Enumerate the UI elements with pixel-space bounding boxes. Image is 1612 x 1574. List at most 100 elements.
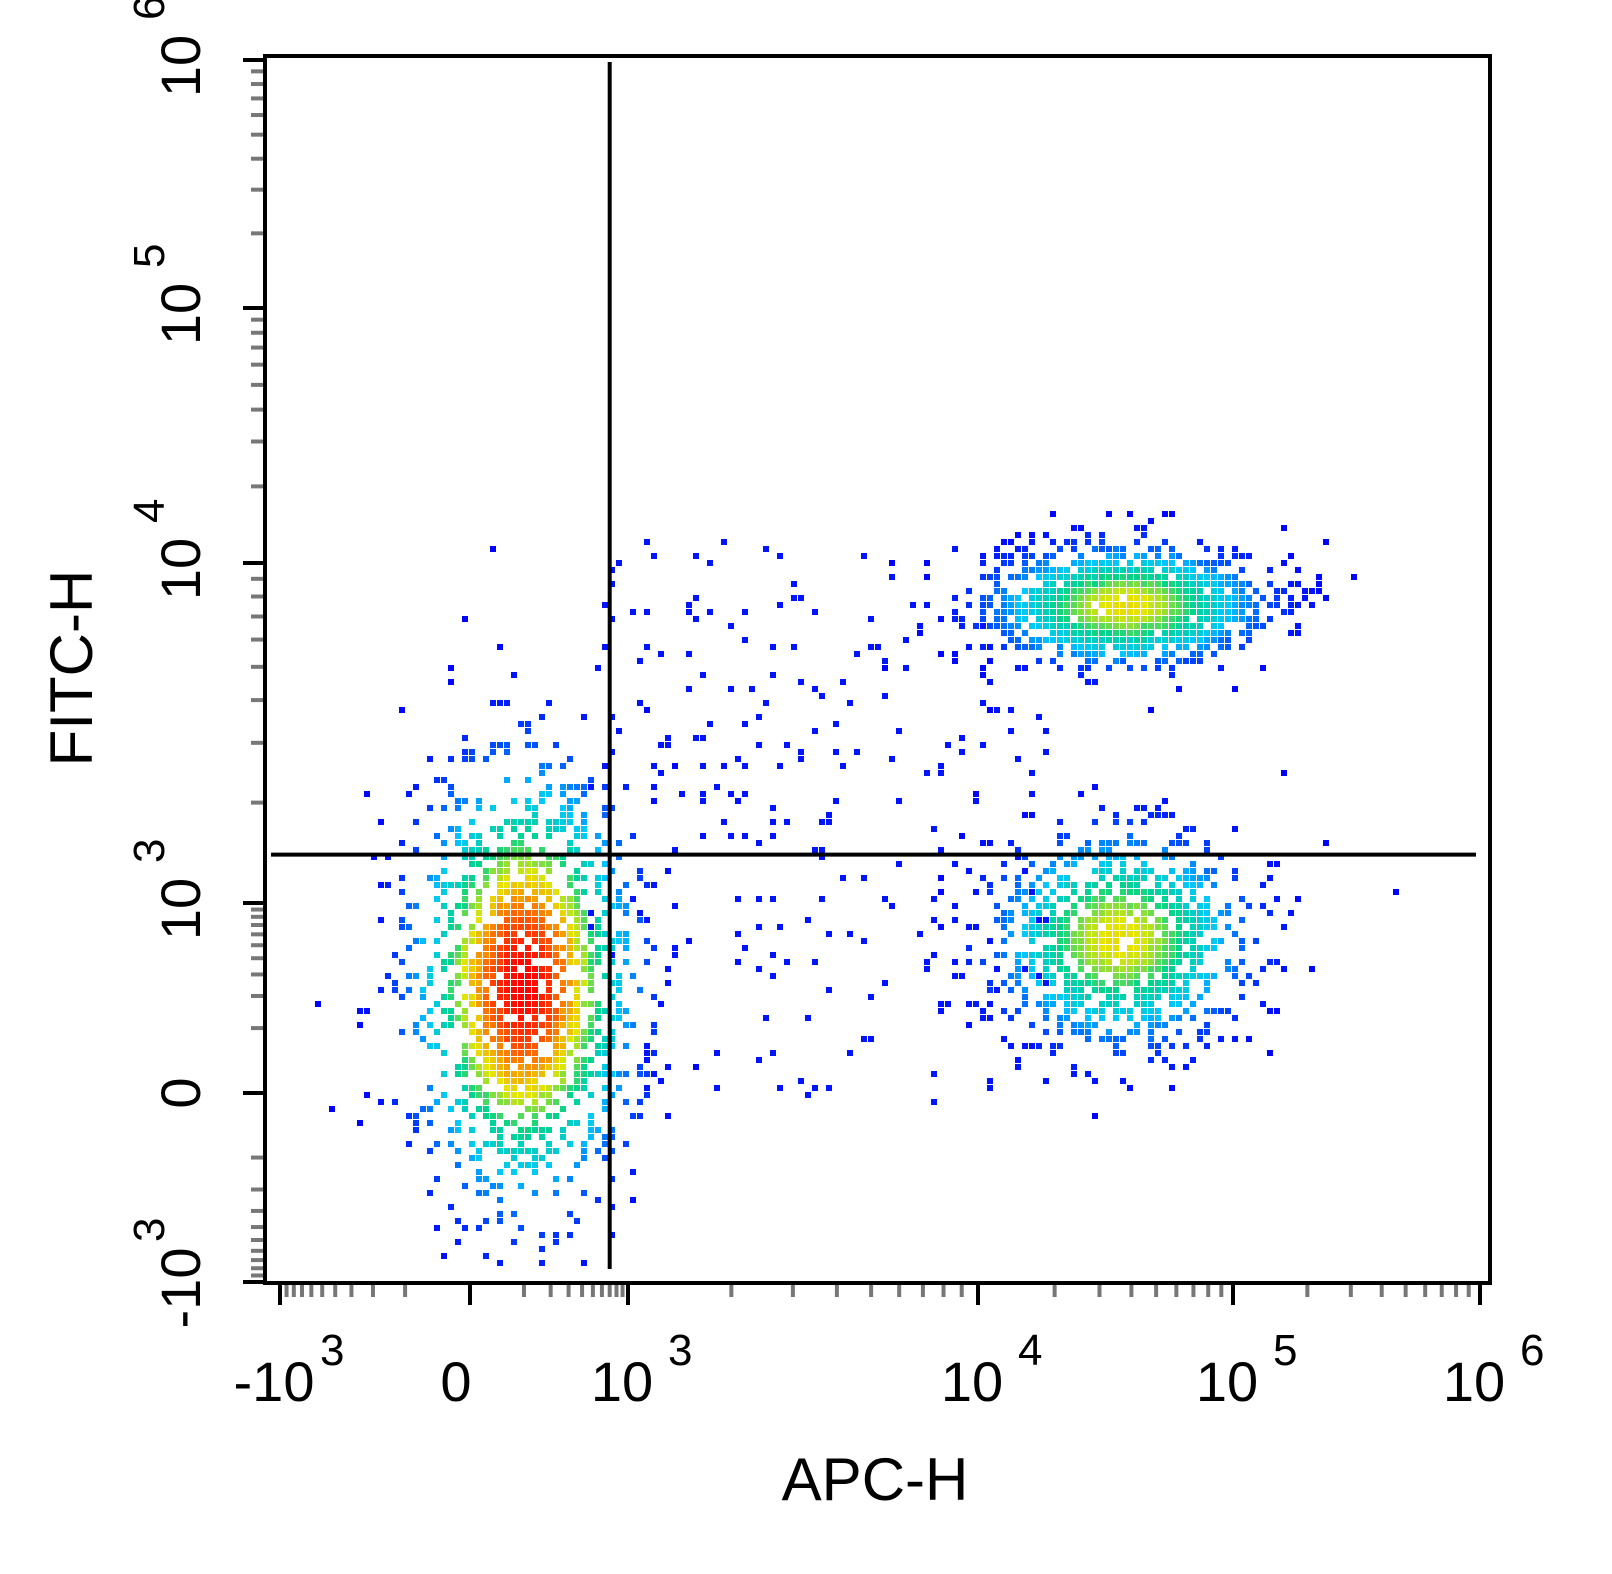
event-dot xyxy=(1288,910,1294,916)
event-dot xyxy=(504,882,510,888)
event-dot xyxy=(497,1134,503,1140)
event-dot xyxy=(497,1169,503,1175)
event-dot xyxy=(504,847,510,853)
event-dot xyxy=(980,840,986,846)
event-dot xyxy=(560,763,566,769)
event-dot xyxy=(1239,553,1245,559)
event-dot xyxy=(630,1169,636,1175)
event-dot xyxy=(1106,994,1112,1000)
event-dot xyxy=(644,938,650,944)
event-dot xyxy=(1281,770,1287,776)
event-dot xyxy=(1197,903,1203,909)
event-dot xyxy=(1267,567,1273,573)
event-dot xyxy=(994,987,1000,993)
event-dot xyxy=(1134,917,1140,923)
event-dot xyxy=(1183,616,1189,622)
event-dot xyxy=(1050,1050,1056,1056)
event-dot xyxy=(1148,966,1154,972)
event-dot xyxy=(1106,910,1112,916)
event-dot xyxy=(1155,581,1161,587)
event-dot xyxy=(791,581,797,587)
event-dot xyxy=(1064,917,1070,923)
event-dot xyxy=(497,1092,503,1098)
event-dot xyxy=(553,826,559,832)
event-dot xyxy=(1036,1001,1042,1007)
event-dot xyxy=(490,1071,496,1077)
event-dot xyxy=(497,1036,503,1042)
y-tick-label: -103 xyxy=(125,1218,212,1329)
event-dot xyxy=(609,1036,615,1042)
event-dot xyxy=(525,742,531,748)
event-dot xyxy=(1127,945,1133,951)
event-dot xyxy=(1260,665,1266,671)
event-dot xyxy=(1218,560,1224,566)
event-dot xyxy=(1169,672,1175,678)
event-dot xyxy=(1197,609,1203,615)
event-dot xyxy=(1078,791,1084,797)
event-dot xyxy=(483,1218,489,1224)
event-dot xyxy=(462,735,468,741)
event-dot xyxy=(1001,539,1007,545)
event-dot xyxy=(455,882,461,888)
event-dot xyxy=(1071,623,1077,629)
event-dot xyxy=(581,1029,587,1035)
event-dot xyxy=(1204,840,1210,846)
event-dot xyxy=(497,826,503,832)
event-dot xyxy=(1113,973,1119,979)
event-dot xyxy=(1176,658,1182,664)
event-dot xyxy=(1050,868,1056,874)
event-dot xyxy=(1085,903,1091,909)
event-dot xyxy=(1134,574,1140,580)
event-dot xyxy=(609,903,615,909)
event-dot xyxy=(1071,637,1077,643)
event-dot xyxy=(462,616,468,622)
event-dot xyxy=(504,959,510,965)
event-dot xyxy=(1274,588,1280,594)
event-dot xyxy=(595,847,601,853)
event-dot xyxy=(1162,924,1168,930)
event-dot xyxy=(1281,924,1287,930)
event-dot xyxy=(1148,1057,1154,1063)
event-dot xyxy=(469,749,475,755)
event-dot xyxy=(490,903,496,909)
event-dot xyxy=(1169,994,1175,1000)
event-dot xyxy=(938,616,944,622)
event-dot xyxy=(497,1008,503,1014)
event-dot xyxy=(1036,931,1042,937)
event-dot xyxy=(1015,1008,1021,1014)
event-dot xyxy=(588,1036,594,1042)
event-dot xyxy=(1148,560,1154,566)
event-dot xyxy=(497,980,503,986)
event-dot xyxy=(560,1001,566,1007)
event-dot xyxy=(469,1057,475,1063)
event-dot xyxy=(602,1085,608,1091)
event-dot xyxy=(574,924,580,930)
event-dot xyxy=(1057,840,1063,846)
event-dot xyxy=(406,1113,412,1119)
event-dot xyxy=(1183,875,1189,881)
event-dot xyxy=(700,833,706,839)
event-dot xyxy=(532,910,538,916)
event-dot xyxy=(1197,637,1203,643)
event-dot xyxy=(455,945,461,951)
event-dot xyxy=(1148,574,1154,580)
event-dot xyxy=(574,889,580,895)
event-dot xyxy=(1022,602,1028,608)
event-dot xyxy=(1022,546,1028,552)
x-tick-label-base: 10 xyxy=(1196,1350,1258,1413)
event-dot xyxy=(1393,889,1399,895)
event-dot xyxy=(1127,1008,1133,1014)
event-dot xyxy=(1085,532,1091,538)
event-dot xyxy=(539,1036,545,1042)
event-dot xyxy=(1092,651,1098,657)
event-dot xyxy=(357,1120,363,1126)
event-dot xyxy=(1169,623,1175,629)
event-dot xyxy=(1162,644,1168,650)
event-dot xyxy=(1106,595,1112,601)
event-dot xyxy=(441,1092,447,1098)
event-dot xyxy=(1197,560,1203,566)
event-dot xyxy=(518,1092,524,1098)
event-dot xyxy=(1008,896,1014,902)
event-dot xyxy=(567,1092,573,1098)
event-dot xyxy=(1064,861,1070,867)
